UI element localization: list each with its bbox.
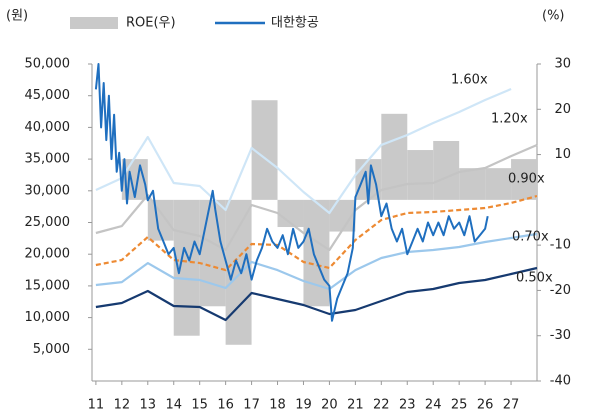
y2-tick-label: 20 [554,102,571,117]
line [95,266,538,322]
roe-bar [199,199,226,307]
line [95,232,538,291]
roe-bar [511,159,537,200]
y2-tick-label: -10 [550,238,571,253]
y2-tick-label: 10 [554,147,571,162]
y2-tick-label: -30 [550,328,571,343]
x-tick-label: 19 [295,398,312,413]
y-tick-label: 50,000 [25,57,71,72]
x-tick-label: 20 [321,398,338,413]
line [95,194,538,272]
y2-tick-label: -40 [550,374,571,389]
x-tick-label: 12 [114,398,131,413]
y2-tick-label: 30 [554,57,571,72]
roe-bar [225,199,252,345]
y-tick-label: 30,000 [25,183,71,198]
y-tick-label: 10,000 [25,310,71,325]
x-tick-label: 14 [165,398,182,413]
x-tick-label: 16 [217,398,234,413]
y-tick-label: 35,000 [25,152,71,167]
y-tick-label: 25,000 [25,215,71,230]
x-tick-label: 18 [269,398,286,413]
y-tick-label: 45,000 [25,88,71,103]
x-tick-label: 17 [243,398,260,413]
x-tick-label: 25 [451,398,468,413]
x-tick-label: 21 [347,398,364,413]
band-label: 1.60x [451,73,488,88]
roe-bar [303,199,330,307]
x-tick-label: 23 [399,398,416,413]
y2-tick-label: -20 [550,283,571,298]
roe-bar [459,168,486,200]
band-label: 0.90x [508,172,545,187]
band-label: 0.50x [516,271,553,286]
legend-label: ROE(우) [126,16,176,31]
band-label: 1.20x [491,112,528,127]
y-tick-label: 20,000 [25,247,71,262]
y-tick-label: 40,000 [25,120,71,135]
y-tick-label: 15,000 [25,278,71,293]
x-tick-label: 13 [140,398,157,413]
line [95,87,512,215]
x-tick-label: 11 [88,398,105,413]
y-tick-label: 5,000 [33,342,70,357]
line [95,143,538,252]
band-label: 0.70x [512,230,549,245]
roe-bar [407,150,434,200]
roe-bar [433,140,460,200]
legend-label: 대한항공 [271,16,319,31]
x-tick-label: 15 [191,398,208,413]
y-axis-label: (원) [6,9,28,24]
x-tick-label: 27 [503,398,520,413]
x-tick-label: 26 [477,398,494,413]
y2-axis-label: (%) [542,9,565,24]
line [94,63,489,322]
x-tick-label: 24 [425,398,442,413]
x-tick-label: 22 [373,398,390,413]
roe-bar [485,168,512,200]
legend-swatch [70,17,118,29]
